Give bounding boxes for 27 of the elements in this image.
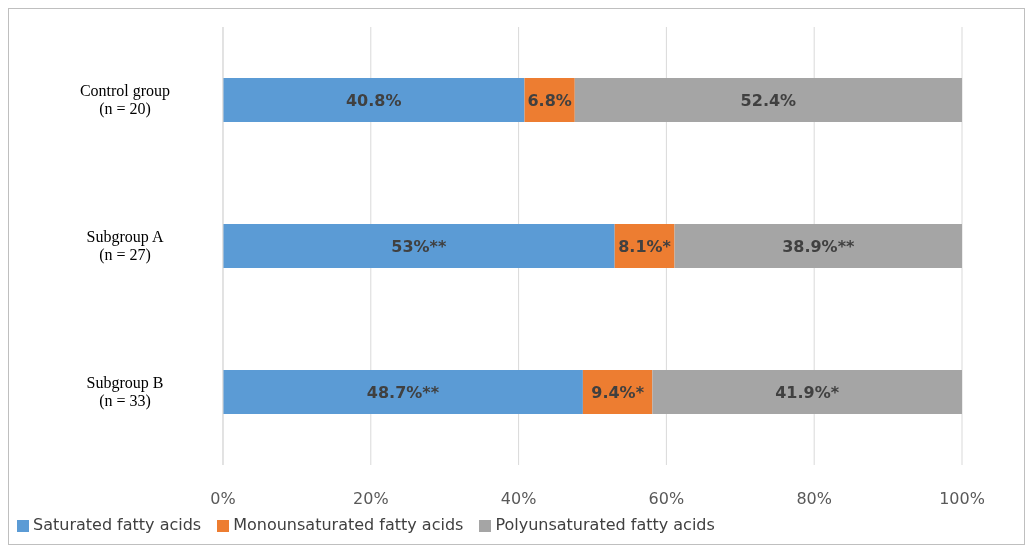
y-tick-label: Subgroup B (n = 33) <box>86 374 164 410</box>
x-tick-label: 100% <box>939 489 985 509</box>
x-tick-label: 40% <box>500 489 537 509</box>
bar <box>674 224 962 269</box>
x-tick-label: 60% <box>648 489 685 509</box>
data-label: 9.4%* <box>591 383 645 403</box>
bar <box>223 370 583 415</box>
x-tick-label: 20% <box>353 489 389 509</box>
legend-label: Saturated fatty acids <box>33 515 202 534</box>
data-label: 52.4% <box>740 91 797 111</box>
data-label: 38.9%** <box>782 237 856 257</box>
bar <box>574 78 962 123</box>
bar <box>223 224 615 269</box>
data-label: 48.7%** <box>366 383 440 403</box>
bar <box>652 370 962 415</box>
legend-label: Polyunsaturated fatty acids <box>495 515 715 534</box>
data-label: 41.9%* <box>775 383 840 403</box>
x-tick-label: 0% <box>210 489 236 509</box>
y-tick-label: Subgroup A (n = 27) <box>86 228 164 264</box>
x-tick-label: 80% <box>796 489 832 509</box>
data-label: 8.1%* <box>618 237 672 257</box>
legend-label: Monounsaturated fatty acids <box>233 515 464 534</box>
data-label: 53%** <box>391 237 447 257</box>
bar <box>223 78 525 123</box>
y-tick-label: Control group (n = 20) <box>79 82 171 118</box>
data-label: 40.8% <box>346 91 402 111</box>
data-label: 6.8% <box>527 91 572 111</box>
